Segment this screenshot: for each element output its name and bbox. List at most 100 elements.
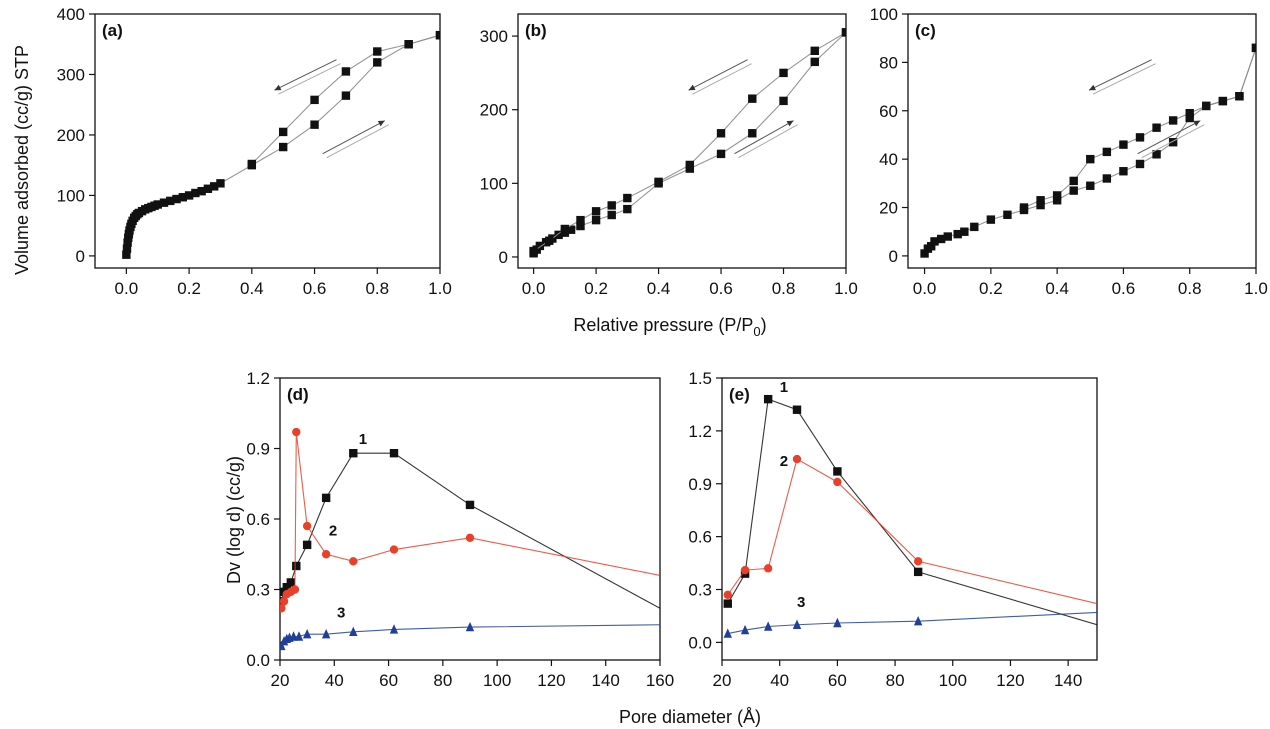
x-tick-label: 40	[770, 671, 789, 690]
data-point	[792, 454, 802, 464]
data-point	[302, 628, 312, 639]
data-point	[723, 628, 732, 638]
x-tick-label: 0.8	[772, 279, 796, 298]
data-point	[465, 533, 475, 542]
x-tick-label: 1.0	[428, 279, 452, 298]
data-point	[1152, 123, 1161, 132]
data-point	[1251, 43, 1256, 53]
data-point	[1185, 113, 1194, 123]
data-point	[280, 604, 286, 613]
data-point	[654, 177, 663, 187]
data-point	[184, 191, 194, 200]
y-tick-label: 0.3	[688, 581, 712, 600]
hysteresis-arrow	[734, 120, 794, 155]
data-point	[779, 68, 788, 78]
x-tick-label: 0.0	[115, 279, 139, 298]
data-point	[1102, 174, 1112, 183]
data-point	[123, 238, 132, 247]
data-point	[943, 232, 952, 241]
data-point	[1135, 159, 1145, 169]
data-point	[740, 624, 750, 635]
data-point	[153, 200, 162, 209]
hysteresis-arrow	[274, 59, 337, 91]
data-point	[607, 210, 616, 220]
x-axis-label-top-sub: 0	[753, 324, 760, 339]
series-line	[924, 47, 1256, 254]
data-point	[191, 188, 200, 198]
x-tick-label: 1.0	[1244, 279, 1268, 298]
data-point	[960, 227, 969, 236]
y-tick-label: 0	[499, 248, 508, 267]
data-point	[389, 449, 399, 458]
plot-frame	[907, 13, 1257, 269]
panel-b: 0.0 0.2 0.4 0.6 0.8 1.0 0 100 200 300 (b)	[480, 13, 858, 298]
x-tick-label: 140	[592, 671, 620, 690]
data-point	[927, 242, 936, 251]
data-point	[913, 567, 923, 577]
y-tick-label: 300	[480, 27, 508, 46]
data-point	[986, 215, 996, 224]
data-point	[833, 617, 842, 628]
data-point	[723, 599, 732, 608]
y-tick-label: 20	[879, 199, 898, 218]
data-point	[1102, 147, 1112, 157]
x-tick-label: 0.2	[584, 279, 608, 298]
data-point	[310, 120, 319, 129]
panel-c: 0.0 0.2 0.4 0.6 0.8 1.0 0 20 40 60 80 100 (c)	[870, 5, 1268, 298]
y-tick-label: 1.5	[688, 369, 712, 388]
data-point	[203, 184, 213, 193]
data-point	[290, 585, 300, 594]
data-point	[321, 628, 331, 639]
data-point	[197, 186, 206, 196]
data-point	[1119, 167, 1128, 176]
y-tick-label: 100	[870, 5, 898, 24]
data-point	[321, 493, 331, 503]
y-axis-label-bottom: Dv (log d) (cc/g)	[224, 456, 244, 584]
data-point	[970, 222, 979, 232]
data-point	[1202, 101, 1211, 111]
data-point	[294, 631, 304, 641]
data-point	[122, 244, 132, 253]
data-point	[554, 230, 563, 240]
y-tick-label: 0.9	[688, 475, 712, 494]
hysteresis-arrow-shadow	[692, 63, 752, 95]
x-axis-label-top-close: )	[761, 315, 767, 335]
panel-e: 20 40 60 80 100 120 140 0.0 0.3 0.6 0.9 1.2 1.5 (e) 1 2…	[688, 369, 1098, 690]
data-point	[723, 590, 732, 599]
data-point	[1036, 200, 1045, 210]
data-point	[216, 179, 225, 188]
arrow-head	[688, 84, 696, 91]
y-tick-label: 0.0	[688, 633, 712, 652]
data-point	[172, 194, 181, 204]
panel-label: (c)	[915, 21, 936, 40]
series-line	[280, 431, 660, 609]
x-tick-label: 0.2	[979, 279, 1003, 298]
series-label: 2	[329, 522, 337, 539]
plot-frame	[517, 13, 847, 269]
y-tick-label: 0.0	[246, 651, 270, 670]
data-point	[1069, 186, 1078, 195]
x-tick-label: 80	[886, 671, 905, 690]
data-point	[566, 225, 576, 234]
x-tick-label: 1.0	[834, 279, 858, 298]
arrow-head	[1193, 120, 1201, 127]
data-point	[1185, 108, 1194, 118]
data-point	[545, 236, 554, 245]
data-point	[122, 250, 131, 259]
data-point	[576, 215, 585, 225]
x-tick-label: 100	[483, 671, 511, 690]
x-tick-label: 0.6	[709, 279, 733, 298]
series-label: 3	[337, 605, 345, 622]
data-point	[1235, 92, 1244, 101]
data-point	[349, 449, 358, 458]
data-point	[292, 561, 301, 571]
series-line	[727, 611, 1097, 635]
plot-area	[529, 28, 846, 258]
data-point	[685, 160, 695, 170]
x-tick-label: 0.6	[1112, 279, 1136, 298]
x-tick-label: 0.8	[1178, 279, 1202, 298]
data-point	[404, 40, 413, 49]
data-point	[302, 521, 312, 531]
data-point	[289, 631, 298, 641]
